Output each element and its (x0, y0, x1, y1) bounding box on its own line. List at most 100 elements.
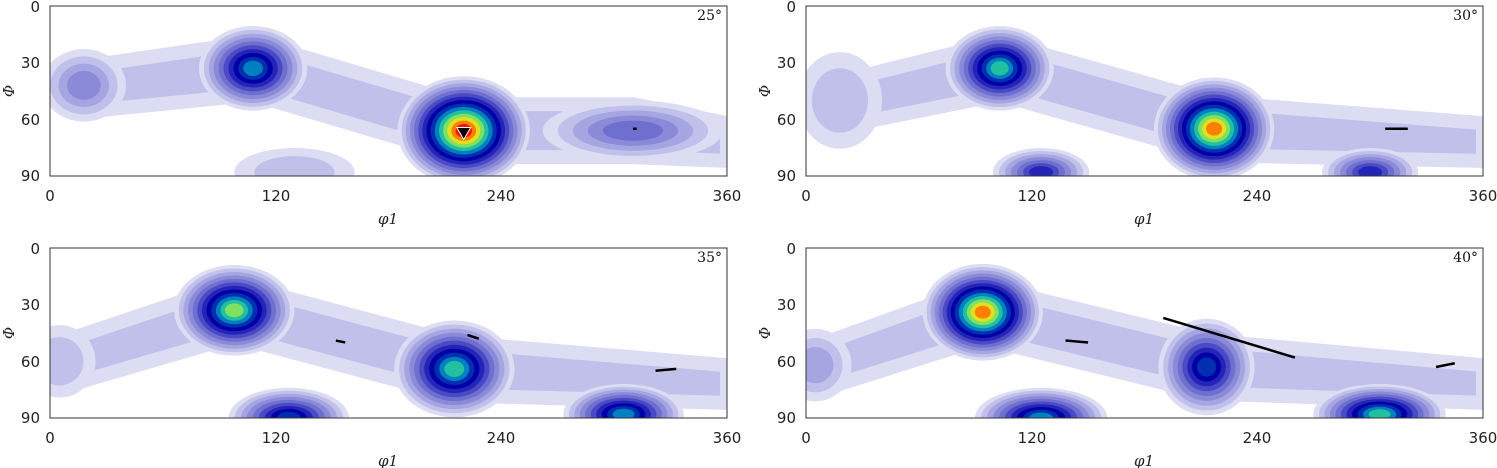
corner-label: 35° (697, 250, 722, 266)
y-axis-label: Φ (0, 327, 18, 339)
y-tick-label: 0 (786, 0, 796, 16)
y-axis-label: Φ (756, 85, 774, 97)
fiber-segment (1162, 316, 1296, 359)
y-tick-label: 0 (30, 0, 40, 16)
intensity-peak (806, 328, 852, 402)
contour-level (811, 68, 868, 133)
x-tick-label: 240 (487, 187, 516, 205)
intensity-peak (806, 52, 882, 149)
fiber-segment (467, 333, 480, 340)
x-tick-label: 0 (801, 429, 811, 447)
plot-frame (805, 5, 1484, 177)
x-tick-label: 0 (801, 187, 811, 205)
corner-label: 25° (697, 8, 722, 24)
x-tick-label: 240 (487, 429, 516, 447)
x-axis-label: φ1 (1134, 210, 1154, 228)
intensity-peak (234, 148, 355, 176)
plot-area (50, 265, 727, 418)
contour-level (50, 337, 84, 386)
intensity-peak (922, 263, 1043, 361)
y-tick-label: 0 (786, 240, 796, 258)
y-tick-label: 60 (21, 353, 40, 371)
x-tick-label: 360 (1469, 187, 1497, 205)
intensity-peak (542, 100, 724, 161)
intensity-peak (1153, 77, 1275, 176)
fiber-segment (335, 339, 346, 344)
fiber-segment (1065, 339, 1089, 344)
contour-level (1196, 357, 1217, 377)
panel-35: 35° 0 30 60 90 0 120 240 360 φ1 Φ (0, 240, 741, 468)
contour-level (243, 60, 263, 77)
intensity-peak (50, 325, 96, 398)
intensity-peak (1313, 384, 1446, 418)
x-tick-label: 120 (1018, 187, 1047, 205)
y-tick-label: 60 (21, 111, 40, 129)
plot-area (806, 26, 1483, 176)
contour-level (276, 411, 301, 418)
contour-level (444, 360, 465, 377)
contour-level (806, 346, 834, 384)
x-tick-label: 360 (1469, 429, 1497, 447)
x-tick-label: 120 (262, 429, 291, 447)
contour-level (1029, 412, 1054, 418)
fiber-segment (1435, 361, 1456, 369)
contour-level (1368, 409, 1391, 418)
x-axis-label: φ1 (378, 452, 398, 468)
contour-level (1029, 166, 1054, 176)
y-tick-label: 90 (777, 409, 796, 427)
intensity-peak (563, 384, 684, 418)
y-tick-label: 60 (777, 111, 796, 129)
corner-label: 40° (1453, 250, 1478, 266)
y-axis-label: Φ (0, 85, 18, 97)
x-tick-label: 240 (1243, 429, 1272, 447)
plot-area (806, 263, 1483, 418)
y-tick-label: 90 (21, 167, 40, 185)
y-tick-label: 90 (21, 409, 40, 427)
y-tick-label: 60 (777, 353, 796, 371)
y-axis-label: Φ (756, 327, 774, 339)
plot-area (50, 26, 727, 176)
x-tick-label: 120 (262, 187, 291, 205)
plot-frame (49, 5, 728, 177)
intensity-peak (198, 26, 308, 111)
triangle-marker (455, 127, 472, 141)
intensity-peak (974, 387, 1108, 418)
contour-level (225, 303, 244, 318)
y-tick-label: 30 (777, 54, 796, 72)
y-tick-label: 0 (30, 240, 40, 258)
panel-25: 25° 0 30 60 90 0 120 240 360 φ1 Φ (0, 0, 741, 228)
contour-level (974, 305, 991, 319)
intensity-peak (228, 387, 349, 418)
intensity-peak (1322, 148, 1419, 176)
intensity-peak (992, 148, 1090, 176)
y-tick-label: 30 (21, 296, 40, 314)
panel-30: 30° 0 30 60 90 0 120 240 360 φ1 Φ (756, 0, 1497, 228)
intensity-peak (1158, 318, 1255, 416)
contour-level (1206, 121, 1223, 136)
intensity-peak (50, 49, 126, 122)
contour-level (612, 408, 635, 418)
x-tick-label: 0 (45, 429, 55, 447)
x-tick-label: 360 (713, 429, 742, 447)
contour-level (254, 156, 335, 176)
y-tick-label: 30 (21, 54, 40, 72)
contour-level (67, 70, 101, 100)
x-tick-label: 360 (713, 187, 742, 205)
fiber-segment (655, 367, 677, 373)
contour-level (990, 61, 1009, 76)
plot-frame (49, 247, 728, 419)
x-axis-label: φ1 (378, 210, 398, 228)
panel-40: 40° 0 30 60 90 0 120 240 360 φ1 Φ (756, 240, 1497, 468)
intensity-peak (394, 320, 515, 418)
y-tick-label: 30 (777, 296, 796, 314)
x-tick-label: 240 (1243, 187, 1272, 205)
x-tick-label: 0 (45, 187, 55, 205)
x-axis-label: φ1 (1134, 452, 1154, 468)
y-tick-label: 90 (777, 167, 796, 185)
contour-level (602, 120, 664, 141)
x-tick-label: 120 (1018, 429, 1047, 447)
plot-frame (805, 247, 1484, 419)
corner-label: 30° (1453, 8, 1478, 24)
intensity-peak (945, 26, 1054, 111)
